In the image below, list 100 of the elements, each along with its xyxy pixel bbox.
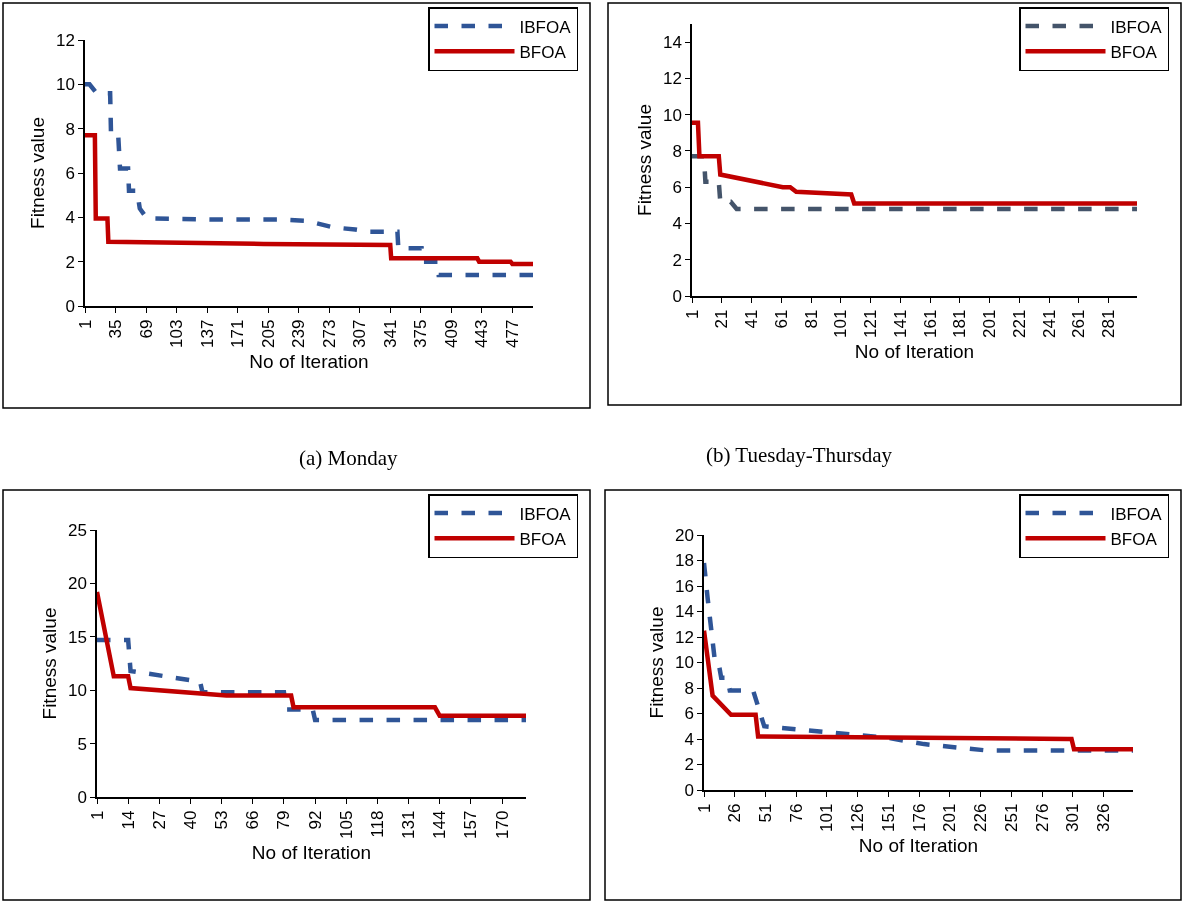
y-tick-label: 6 xyxy=(684,704,694,724)
x-tick-label: 301 xyxy=(1063,803,1083,832)
text: (b) Tuesday-Thursday xyxy=(706,443,893,467)
y-axis-title: Fitness value xyxy=(634,104,656,216)
y-tick-label: 20 xyxy=(674,525,694,545)
x-tick-label: 51 xyxy=(755,803,775,823)
x-tick-label: 53 xyxy=(212,810,232,830)
x-tick-label: 141 xyxy=(890,309,910,338)
y-tick-label: 12 xyxy=(662,69,682,89)
legend-label: BFOA xyxy=(1110,529,1158,549)
x-tick-label: 61 xyxy=(771,309,791,329)
x-tick-label: 81 xyxy=(801,309,821,329)
x-tick-label: 201 xyxy=(940,803,960,832)
y-tick-label: 8 xyxy=(684,678,694,698)
y-tick-label: 15 xyxy=(67,627,87,647)
y-tick-label: 12 xyxy=(674,627,694,647)
y-tick-label: 2 xyxy=(672,250,682,270)
x-tick-label: 126 xyxy=(848,803,868,832)
x-tick-label: 76 xyxy=(786,803,806,823)
x-tick-label: 443 xyxy=(472,319,492,348)
y-tick-label: 20 xyxy=(67,574,87,594)
x-tick-label: 341 xyxy=(380,319,400,348)
x-tick-label: 1 xyxy=(75,319,95,330)
x-tick-label: 69 xyxy=(136,319,156,339)
x-tick-label: 1 xyxy=(694,803,714,814)
x-tick-label: 239 xyxy=(289,319,309,348)
x-tick-label: 151 xyxy=(878,803,898,832)
x-tick-label: 221 xyxy=(1009,309,1029,338)
legend-label: BFOA xyxy=(519,529,567,549)
x-tick-label: 251 xyxy=(1001,803,1021,832)
x-tick-label: 35 xyxy=(106,319,126,339)
x-axis-title: No of Iteration xyxy=(249,351,369,373)
x-tick-label: 21 xyxy=(712,309,732,329)
x-tick-label: 118 xyxy=(367,810,387,838)
y-axis-title: Fitness value xyxy=(646,606,668,719)
y-tick-label: 0 xyxy=(77,787,87,807)
line-series xyxy=(692,154,1137,212)
legend-label: IBFOA xyxy=(1110,17,1163,37)
x-tick-label: 92 xyxy=(305,810,325,830)
x-tick-label: 101 xyxy=(831,309,851,338)
y-tick-label: 14 xyxy=(674,602,694,622)
line-series xyxy=(692,120,1137,206)
x-tick-label: 41 xyxy=(742,309,762,329)
x-tick-label: 273 xyxy=(319,319,339,348)
y-tick-label: 25 xyxy=(67,520,87,540)
y-tick-label: 18 xyxy=(674,551,694,571)
text: (a) Monday xyxy=(299,446,399,470)
x-tick-label: 137 xyxy=(197,319,217,348)
y-axis-title: Fitness value xyxy=(39,607,61,720)
x-tick-label: 171 xyxy=(228,319,248,348)
legend-label: IBFOA xyxy=(519,504,572,524)
y-tick-label: 16 xyxy=(674,576,694,596)
x-tick-label: 261 xyxy=(1069,309,1089,338)
x-tick-label: 105 xyxy=(336,810,356,839)
x-tick-label: 281 xyxy=(1099,309,1119,338)
legend-label: BFOA xyxy=(1110,42,1158,62)
y-tick-label: 0 xyxy=(65,296,75,316)
x-tick-label: 276 xyxy=(1032,803,1052,832)
x-tick-label: 26 xyxy=(725,803,745,823)
x-tick-label: 161 xyxy=(920,309,940,338)
y-tick-label: 10 xyxy=(55,75,75,95)
x-tick-label: 157 xyxy=(461,810,481,839)
x-tick-label: 181 xyxy=(950,309,970,338)
x-tick-label: 101 xyxy=(817,803,837,832)
y-tick-label: 10 xyxy=(662,105,682,125)
line-series xyxy=(85,133,533,267)
x-tick-label: 121 xyxy=(861,309,881,338)
x-tick-label: 1 xyxy=(87,810,107,821)
x-tick-label: 375 xyxy=(411,319,431,348)
legend-label: IBFOA xyxy=(519,17,572,37)
y-tick-label: 2 xyxy=(65,252,75,272)
y-tick-label: 8 xyxy=(65,119,75,139)
x-tick-label: 131 xyxy=(399,810,419,839)
x-tick-label: 176 xyxy=(909,803,929,832)
y-tick-label: 14 xyxy=(662,33,682,53)
x-tick-label: 170 xyxy=(492,810,512,839)
x-tick-label: 1 xyxy=(682,309,702,320)
y-tick-label: 0 xyxy=(672,286,682,306)
x-tick-label: 205 xyxy=(258,319,278,348)
y-tick-label: 4 xyxy=(684,729,694,749)
legend-label: IBFOA xyxy=(1110,504,1163,524)
y-tick-label: 12 xyxy=(55,30,75,50)
x-axis-title: No of Iteration xyxy=(251,842,372,864)
y-tick-label: 6 xyxy=(672,178,682,198)
x-tick-label: 326 xyxy=(1094,803,1114,832)
line-series xyxy=(704,560,1133,753)
y-tick-label: 4 xyxy=(672,214,682,234)
x-axis-title: No of Iteration xyxy=(858,835,979,857)
y-tick-label: 0 xyxy=(684,780,694,800)
x-tick-label: 477 xyxy=(502,319,522,348)
y-tick-label: 10 xyxy=(674,653,694,673)
line-series xyxy=(97,589,526,719)
x-tick-label: 14 xyxy=(118,810,138,830)
x-tick-label: 79 xyxy=(274,810,294,830)
x-tick-label: 40 xyxy=(180,810,200,830)
y-tick-label: 8 xyxy=(672,141,682,161)
x-tick-label: 241 xyxy=(1039,309,1059,338)
x-tick-label: 144 xyxy=(430,810,450,839)
x-tick-label: 409 xyxy=(441,319,461,348)
y-tick-label: 4 xyxy=(65,208,75,228)
